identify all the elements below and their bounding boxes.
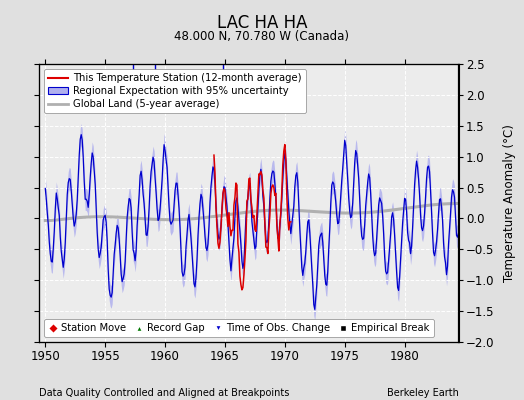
- Text: Berkeley Earth: Berkeley Earth: [387, 388, 458, 398]
- Text: LAC HA HA: LAC HA HA: [217, 14, 307, 32]
- Legend: Station Move, Record Gap, Time of Obs. Change, Empirical Break: Station Move, Record Gap, Time of Obs. C…: [45, 319, 433, 337]
- Text: 48.000 N, 70.780 W (Canada): 48.000 N, 70.780 W (Canada): [174, 30, 350, 43]
- Text: Data Quality Controlled and Aligned at Breakpoints: Data Quality Controlled and Aligned at B…: [39, 388, 290, 398]
- Y-axis label: Temperature Anomaly (°C): Temperature Anomaly (°C): [503, 124, 516, 282]
